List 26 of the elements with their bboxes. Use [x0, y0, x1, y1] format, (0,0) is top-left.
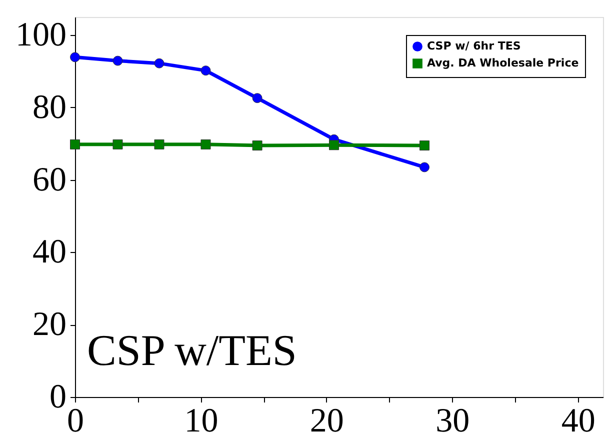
point	[112, 56, 123, 66]
y-tick-label: 20	[32, 306, 66, 344]
legend-label: Avg. DA Wholesale Price	[427, 56, 579, 70]
y-tick-label: 0	[50, 378, 66, 416]
point	[200, 66, 211, 76]
annotation: CSP w/TES	[87, 326, 297, 375]
x-tick-label: 10	[184, 402, 218, 440]
point	[252, 93, 262, 104]
point	[419, 162, 430, 172]
y-tick-label: 80	[32, 88, 66, 126]
x-tick-label: 20	[310, 402, 344, 440]
point	[252, 140, 262, 150]
point	[112, 139, 123, 150]
y-tick-label: 40	[32, 234, 66, 271]
y-tick-label: 100	[16, 16, 66, 54]
point	[154, 139, 164, 150]
x-tick-label: 40	[561, 402, 596, 440]
y-tick-label: 60	[32, 161, 66, 198]
legend-label: CSP w/ 6hr TES	[427, 40, 521, 52]
point	[200, 139, 211, 150]
point	[70, 139, 80, 150]
point	[70, 52, 80, 62]
x-tick-label: 30	[436, 402, 470, 440]
point	[419, 140, 430, 150]
point	[328, 140, 339, 150]
point	[154, 58, 164, 68]
